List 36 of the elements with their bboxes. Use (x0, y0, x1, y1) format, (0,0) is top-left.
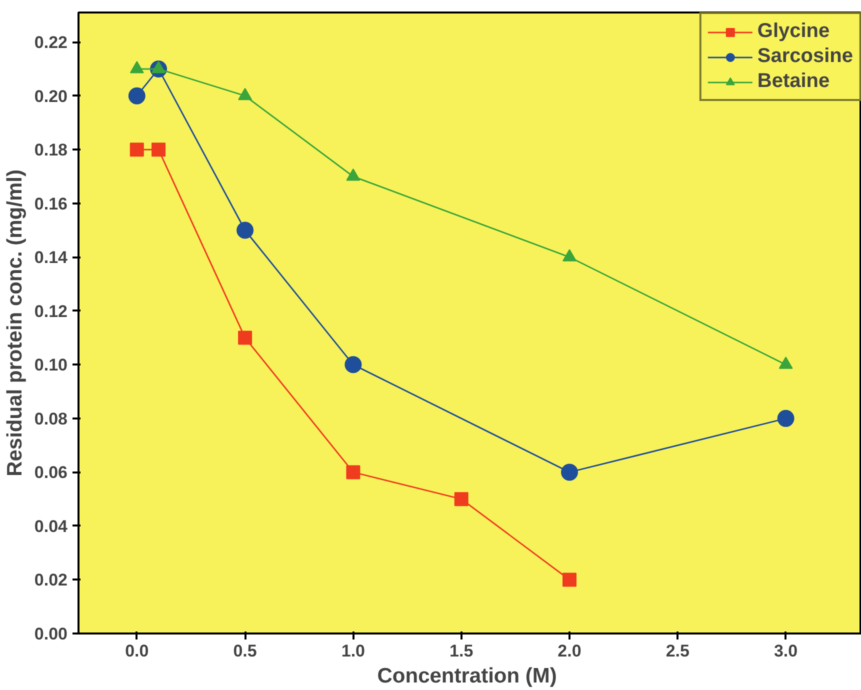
point (562, 572, 576, 587)
point (130, 142, 144, 157)
y-tick-label: 0.22 (34, 33, 68, 52)
y-tick-label: 0.14 (34, 248, 68, 268)
y-tick-label: 0.00 (34, 624, 68, 644)
y-tick-label: 0.02 (34, 570, 68, 590)
x-tick-label: 0.5 (233, 642, 257, 660)
x-axis-title: Concentration (M) (377, 664, 557, 688)
y-tick-label: 0.20 (34, 86, 68, 106)
y-tick-label: 0.16 (34, 194, 68, 214)
x-tick-label: 3.0 (774, 642, 798, 660)
point (454, 492, 468, 506)
legend-label: Sarcosine (757, 45, 853, 68)
y-tick-label: 0.12 (34, 302, 68, 321)
x-tick-label: 0.0 (125, 642, 149, 660)
legend-label: Betaine (757, 70, 830, 93)
point (238, 330, 252, 345)
point (238, 88, 252, 100)
point (344, 356, 362, 374)
point (346, 465, 360, 480)
point (560, 464, 578, 481)
y-tick-label: 0.06 (34, 463, 68, 482)
y-tick-label: 0.18 (34, 140, 68, 160)
x-tick-label: 2.0 (558, 642, 582, 660)
y-tick-label: 0.10 (34, 356, 68, 375)
point (236, 222, 254, 239)
y-tick-label: 0.04 (34, 516, 68, 536)
x-tick-label: 1.0 (341, 642, 366, 660)
point (152, 142, 166, 157)
x-tick-label: 2.5 (666, 642, 690, 660)
point (128, 87, 146, 104)
y-tick-label: 0.08 (34, 409, 68, 428)
y-axis-title: Residual protein conc. (mg/ml) (3, 170, 26, 476)
x-tick-label: 1.5 (450, 642, 474, 660)
point (777, 410, 794, 427)
legend-label: Glycine (757, 20, 830, 43)
